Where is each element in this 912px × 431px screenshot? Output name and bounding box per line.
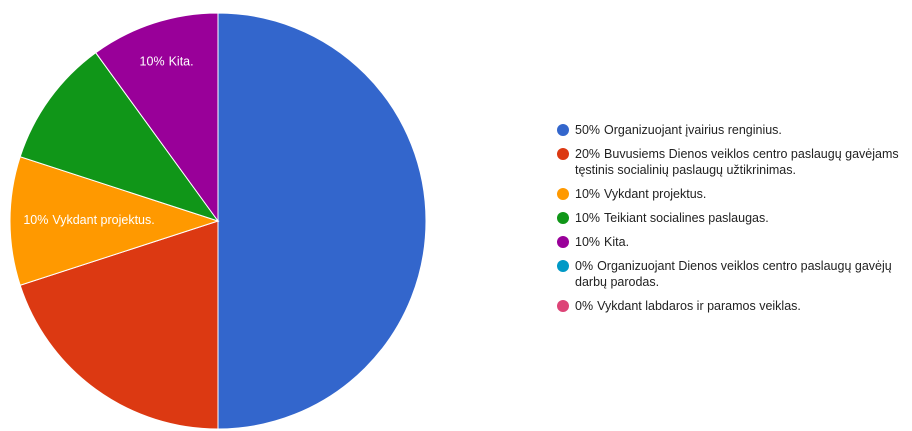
legend-value: 50% (575, 123, 601, 137)
slice (19, 52, 220, 222)
legend-swatch (557, 236, 569, 248)
legend-text: 10% Vykdant projektus. (575, 186, 706, 202)
slice-label: 10% Kita. (140, 55, 194, 69)
legend-swatch (557, 260, 569, 272)
legend-value: 10% (575, 211, 601, 225)
legend-swatch (557, 300, 569, 312)
legend-label: Kita. (604, 235, 630, 249)
legend-value: 10% (575, 235, 601, 249)
legend-swatch (557, 212, 569, 224)
legend-item: 10% Vykdant projektus. (557, 186, 907, 202)
legend-item: 20% Buvusiems Dienos veiklos centro pasla… (557, 146, 907, 178)
legend-text: 50% Organizuojant įvairius renginius. (575, 122, 782, 138)
legend-text: 0% Organizuojant Dienos veiklos centro pa… (575, 258, 907, 290)
legend-item: 0% Vykdant labdaros ir paramos veiklas. (557, 298, 907, 314)
legend-swatch (557, 148, 569, 160)
slice (217, 12, 427, 430)
legend-swatch (557, 188, 569, 200)
legend-value: 10% (575, 187, 601, 201)
legend-value: 0% (575, 299, 594, 313)
slice-label: 10% Vykdant projektus. (23, 213, 154, 227)
legend-text: 20% Buvusiems Dienos veiklos centro pasla… (575, 146, 907, 178)
legend-label: Organizuojant Dienos veiklos centro pasl… (575, 259, 892, 289)
slice-label-value: 10% (23, 213, 48, 227)
legend-item: 10% Teikiant socialines paslaugas. (557, 210, 907, 226)
legend: 50% Organizuojant įvairius renginius. 20% B… (557, 122, 907, 314)
legend-item: 50% Organizuojant įvairius renginius. (557, 122, 907, 138)
slice (95, 12, 219, 223)
slice-label-value: 10% (140, 55, 165, 69)
slice-label-category: Kita. (169, 55, 194, 69)
legend-label: Vykdant projektus. (604, 187, 707, 201)
slice (19, 220, 219, 430)
legend-item: 10% Kita. (557, 234, 907, 250)
legend-label: Buvusiems Dienos veiklos centro paslaugų… (575, 147, 899, 177)
legend-text: 10% Kita. (575, 234, 629, 250)
legend-text: 10% Teikiant socialines paslaugas. (575, 210, 769, 226)
legend-label: Organizuojant įvairius renginius. (604, 123, 782, 137)
slice-label-category: Vykdant projektus. (52, 213, 154, 227)
legend-item: 0% Organizuojant Dienos veiklos centro pa… (557, 258, 907, 290)
legend-label: Vykdant labdaros ir paramos veiklas. (597, 299, 801, 313)
legend-text: 0% Vykdant labdaros ir paramos veiklas. (575, 298, 801, 314)
pie-chart: 10% Vykdant projektus. 10% Kita. (9, 12, 427, 430)
legend-swatch (557, 124, 569, 136)
legend-value: 20% (575, 147, 601, 161)
legend-label: Teikiant socialines paslaugas. (604, 211, 769, 225)
slice (9, 156, 220, 286)
legend-value: 0% (575, 259, 594, 273)
